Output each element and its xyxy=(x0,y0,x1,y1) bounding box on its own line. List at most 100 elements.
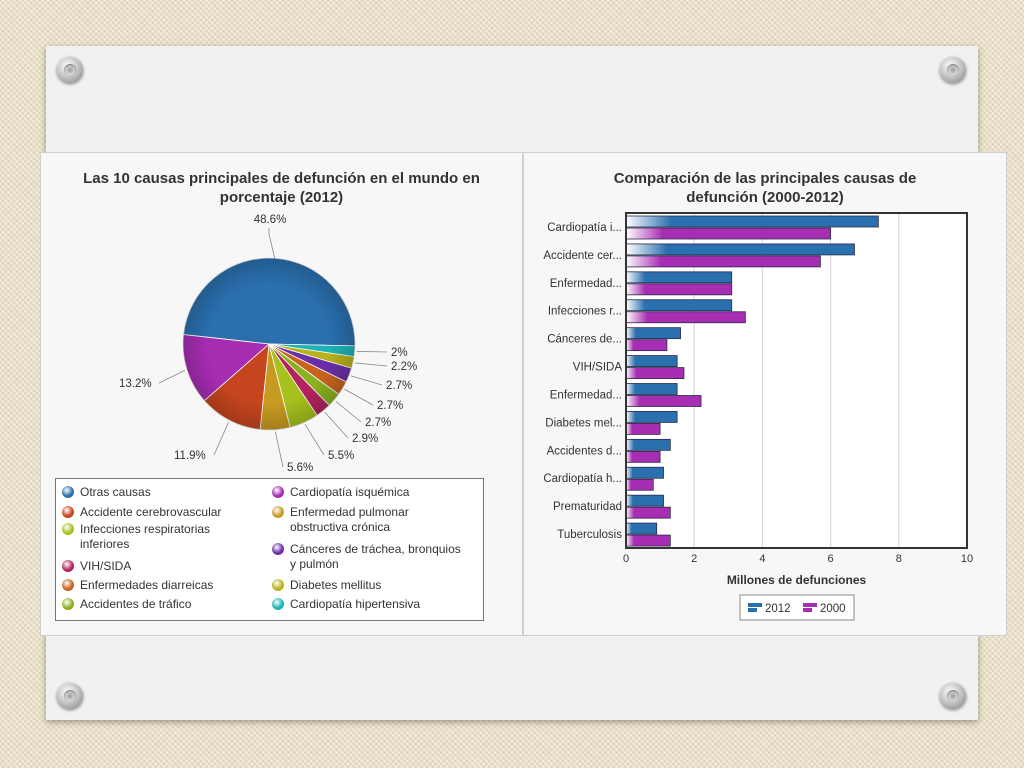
plot-frame xyxy=(625,212,968,549)
legend-color-dot-icon xyxy=(62,560,74,572)
bar-2000-prematuridad xyxy=(625,506,671,519)
bar-2012-infecciones-r xyxy=(625,299,733,312)
x-tick-label: 8 xyxy=(896,553,902,565)
x-tick-label: 10 xyxy=(961,553,973,565)
pie-data-label: 2.2% xyxy=(391,361,417,373)
legend-label: Enfermedades diarreicas xyxy=(80,578,214,592)
pie-leader-line xyxy=(268,228,276,259)
bar-2012-accidentes-d xyxy=(625,438,671,451)
pie-leader-line xyxy=(356,351,388,353)
y-category-label: Enfermedad... xyxy=(550,278,622,290)
screw-top-left-icon xyxy=(57,57,83,83)
legend-label: Cánceres de tráchea, bronquios y pulmón xyxy=(290,542,461,571)
bar-2012-vih-sida xyxy=(625,355,678,367)
pie-data-label: 2% xyxy=(391,347,408,359)
pie-data-label: 5.6% xyxy=(287,462,313,473)
pie-data-label: 2.9% xyxy=(352,433,378,445)
pie-leader-line xyxy=(335,401,362,423)
bar-2000-cardiopatia-i xyxy=(625,227,832,240)
bar-2012-accidente-cer xyxy=(625,243,855,256)
pie-leader-line xyxy=(344,388,374,406)
bar-2000-canceres-de xyxy=(625,339,668,352)
bar-2000-accidentes-d xyxy=(625,450,661,463)
legend-color-dot-icon xyxy=(272,579,284,591)
x-tick-label: 0 xyxy=(623,553,629,565)
bar-2012-tuberculosis xyxy=(625,522,658,535)
legend-color-dot-icon xyxy=(62,579,74,591)
plot-area xyxy=(626,213,967,548)
legend-label: Otras causas xyxy=(80,485,151,499)
bar-2000-diabetes-mel xyxy=(625,423,661,435)
pie-data-label: 13.2% xyxy=(119,378,152,390)
bar-title-line1: Comparación de las principales causas de xyxy=(613,170,917,187)
bar-2000-tuberculosis xyxy=(625,534,671,547)
bar-legend-label: 2000 xyxy=(820,603,846,615)
bar-legend-label: 2012 xyxy=(765,603,791,615)
y-category-label: Prematuridad xyxy=(553,501,622,513)
pie-chart-title: Las 10 causas principales de defunción e… xyxy=(41,169,522,207)
y-category-label: VIH/SIDA xyxy=(573,362,623,374)
bar-legend-item-2000[interactable]: 2000 xyxy=(803,603,846,615)
legend-color-dot-icon xyxy=(62,598,74,610)
pie-chart: 48.6% 2% 2.2% 2.7% 2.7% 2.7% 2.9% 5.5% 5.6% 11.9%… xyxy=(119,214,417,473)
legend-color-dot-icon xyxy=(272,598,284,610)
bar-2012-enfermedad xyxy=(625,271,733,284)
legend-label: Cardiopatía hipertensiva xyxy=(290,597,421,611)
pie-leader-line xyxy=(354,362,388,367)
pie-leader-line xyxy=(274,431,284,468)
bar-2000-cardiopatia-h xyxy=(625,478,654,491)
legend-label: Diabetes mellitus xyxy=(290,578,382,592)
legend-label: VIH/SIDA xyxy=(80,559,132,573)
pie-title-line2: porcentaje (2012) xyxy=(219,189,344,206)
x-tick-label: 4 xyxy=(759,553,765,565)
pie-data-label: 2.7% xyxy=(377,400,403,412)
legend-label: Accidente cerebrovascular xyxy=(80,505,222,519)
bar-chart: 0 2 4 6 8 10 Cardiopatía i... Accidente cer... E… xyxy=(543,212,973,621)
bar-2000-vih-sida xyxy=(625,367,685,379)
y-category-label: Cardiopatía h... xyxy=(543,473,622,485)
bar-2012-enfermedad xyxy=(625,383,678,395)
pie-leader-line xyxy=(213,421,229,456)
x-tick-label: 6 xyxy=(828,553,834,565)
screw-bottom-left-icon xyxy=(57,683,83,709)
y-category-label: Tuberculosis xyxy=(557,529,622,541)
pie-data-label: 5.5% xyxy=(328,450,354,462)
pie-data-label: 2.7% xyxy=(365,417,391,429)
screw-bottom-right-icon xyxy=(940,683,966,709)
bar-2012-cardiopatia-i xyxy=(625,215,879,228)
y-category-label: Cardiopatía i... xyxy=(547,222,622,234)
bar-title-line2: defunción (2000-2012) xyxy=(686,189,844,206)
bar-2012-prematuridad xyxy=(625,494,664,507)
pie-legend: Otras causas Accidente cerebrovascular Inf… xyxy=(55,478,484,621)
bar-2012-cardiopatia-h xyxy=(625,466,664,479)
legend-color-dot-icon xyxy=(62,506,74,518)
legend-label: Cardiopatía isquémica xyxy=(290,485,410,499)
legend-label: Accidentes de tráfico xyxy=(80,597,192,611)
bar-2000-accidente-cer xyxy=(625,255,821,268)
legend-color-dot-icon xyxy=(62,486,74,498)
legend-color-dot-icon xyxy=(272,543,284,555)
y-category-label: Accidentes d... xyxy=(547,445,622,457)
bar-chart-panel: Comparación de las principales causas de… xyxy=(523,152,1007,636)
bar-2000-enfermedad xyxy=(625,395,702,407)
legend-color-dot-icon xyxy=(272,486,284,498)
y-category-label: Enfermedad... xyxy=(550,389,622,401)
legend-color-dot-icon xyxy=(272,506,284,518)
pie-leader-line xyxy=(158,370,186,384)
bar-2012-diabetes-mel xyxy=(625,411,678,423)
bar-legend-item-2012[interactable]: 2012 xyxy=(748,603,791,615)
y-category-label: Cánceres de... xyxy=(547,334,622,346)
legend-label: Infecciones respiratorias inferiores xyxy=(80,522,211,551)
pie-chart-panel: Las 10 causas principales de defunción e… xyxy=(40,152,523,636)
bar-2000-enfermedad xyxy=(625,283,733,296)
bar-chart-title: Comparación de las principales causas de… xyxy=(524,169,1006,207)
pie-leader-line xyxy=(324,411,349,439)
legend-label: Enfermedad pulmonar obstructiva crónica xyxy=(290,505,409,534)
pie-shading xyxy=(182,257,356,431)
bar-2000-infecciones-r xyxy=(625,311,746,324)
screw-top-right-icon xyxy=(940,57,966,83)
y-category-label: Diabetes mel... xyxy=(545,417,622,429)
pie-data-label: 2.7% xyxy=(386,380,412,392)
x-tick-label: 2 xyxy=(691,553,697,565)
bar-2012-canceres-de xyxy=(625,327,681,340)
